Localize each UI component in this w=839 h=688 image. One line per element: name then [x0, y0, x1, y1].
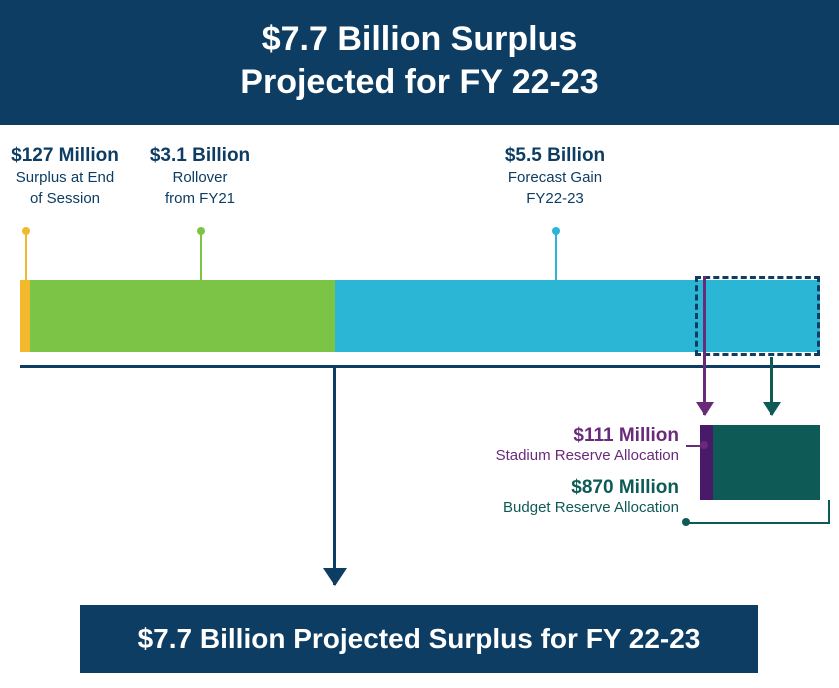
alloc-segment-budget — [713, 425, 820, 500]
alloc-segment-stadium — [700, 425, 713, 500]
bar-segment-forecast-gain — [335, 280, 820, 352]
label-desc-line: from FY21 — [140, 190, 260, 209]
label-amount: $127 Million — [0, 145, 130, 167]
label-amount: $111 Million — [496, 425, 679, 447]
main-stacked-bar — [20, 280, 820, 352]
label-surplus-end-session: $127 Million Surplus at End of Session — [0, 145, 130, 209]
summary-footer: $7.7 Billion Projected Surplus for FY 22… — [80, 605, 758, 673]
label-forecast-gain: $5.5 Billion Forecast Gain FY22-23 — [490, 145, 620, 209]
bar-underline — [20, 365, 820, 368]
label-desc: Stadium Reserve Allocation — [496, 447, 679, 464]
lollipop-connector — [25, 230, 27, 280]
lollipop-connector — [200, 230, 202, 280]
label-stadium-reserve: $111 Million Stadium Reserve Allocation — [496, 425, 679, 464]
label-desc-line: Surplus at End — [0, 169, 130, 188]
summary-footer-text: $7.7 Billion Projected Surplus for FY 22… — [138, 623, 701, 654]
label-budget-reserve: $870 Million Budget Reserve Allocation — [503, 477, 679, 516]
stadium-down-arrow-icon — [703, 280, 706, 415]
label-desc-line: of Session — [0, 190, 130, 209]
chart-title-line1: $7.7 Billion Surplus — [0, 18, 839, 61]
lollipop-dot-icon — [552, 227, 560, 235]
alloc-connector-dot-icon — [700, 441, 708, 449]
label-desc-line: FY22-23 — [490, 190, 620, 209]
chart-title-line2: Projected for FY 22-23 — [0, 61, 839, 104]
label-amount: $870 Million — [503, 477, 679, 499]
lollipop-dot-icon — [22, 227, 30, 235]
alloc-connector-dot-icon — [682, 518, 690, 526]
label-desc: Budget Reserve Allocation — [503, 499, 679, 516]
lollipop-dot-icon — [197, 227, 205, 235]
alloc-connector-line — [828, 500, 830, 522]
label-desc-line: Forecast Gain — [490, 169, 620, 188]
lollipop-connector — [555, 230, 557, 280]
main-down-arrow-icon — [333, 365, 336, 585]
label-rollover: $3.1 Billion Rollover from FY21 — [140, 145, 260, 209]
chart-title: $7.7 Billion Surplus Projected for FY 22… — [0, 0, 839, 125]
budget-down-arrow-icon — [770, 357, 773, 415]
alloc-connector-line — [686, 522, 830, 524]
bar-segment-rollover — [30, 280, 335, 352]
allocation-stacked-bar — [700, 425, 820, 500]
label-desc-line: Rollover — [140, 169, 260, 188]
label-amount: $5.5 Billion — [490, 145, 620, 167]
bar-segment-surplus-end-session — [20, 280, 30, 352]
label-amount: $3.1 Billion — [140, 145, 260, 167]
